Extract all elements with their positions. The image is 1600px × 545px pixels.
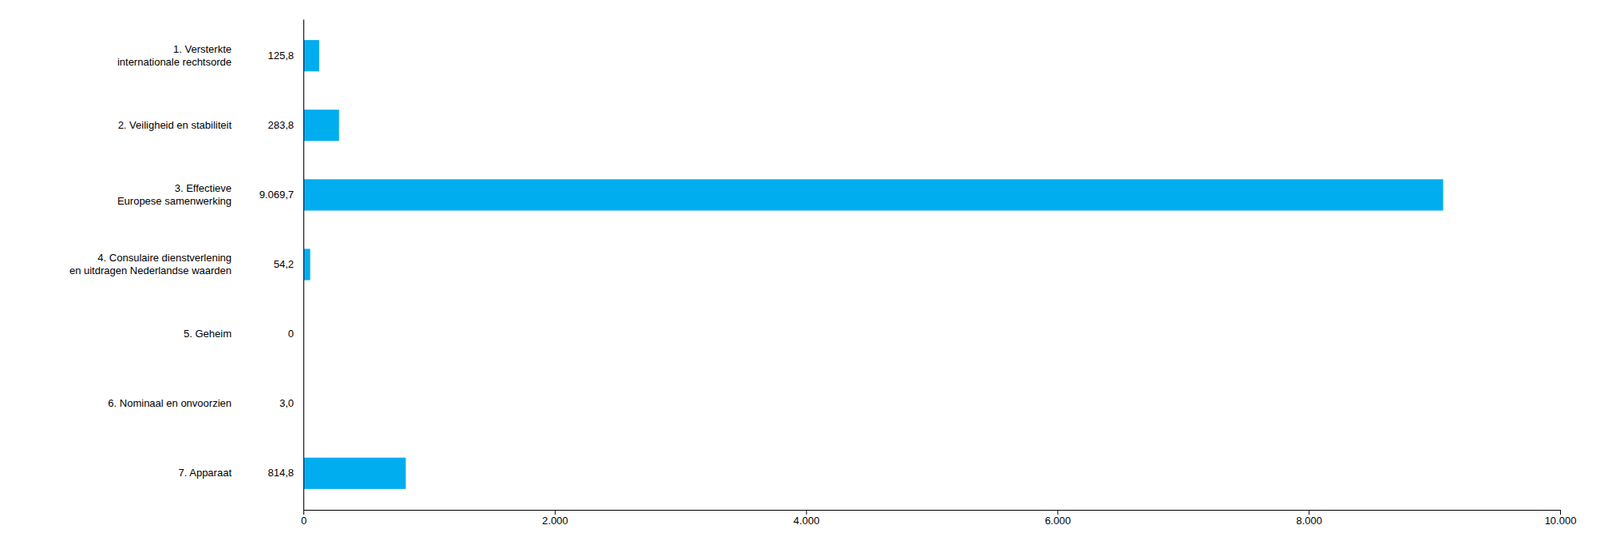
x-axis: 0 2.000 4.000 6.000 8.000 10.000 <box>300 509 1577 527</box>
y-axis: 1. Versterkteinternationale rechtsorde 2.… <box>69 19 305 511</box>
bar <box>303 178 1444 210</box>
x-tick-label: 10.000 <box>1544 514 1577 527</box>
x-tick: 8.000 <box>1295 509 1323 527</box>
y-tick: 2. Veiligheid en stabiliteit <box>118 118 233 131</box>
y-tick: 1. Versterkteinternationale rechtsorde <box>117 43 232 68</box>
x-tick-mark <box>806 509 808 515</box>
x-tick-mark <box>1057 509 1058 515</box>
x-tick: 6.000 <box>1045 509 1072 527</box>
y-tick-label-line: internationale rechtsorde <box>117 55 232 68</box>
data-label: 125,8 <box>267 49 294 62</box>
chart: 0 2.000 4.000 6.000 8.000 10.000 1. Versterkte… <box>0 0 1600 545</box>
data-label: 0 <box>288 327 294 340</box>
bar <box>303 248 311 280</box>
y-tick-label: 1. Versterkteinternationale rechtsorde <box>117 43 232 68</box>
y-tick-label: 5. Geheim <box>183 327 232 340</box>
y-tick-label: 7. Apparaat <box>178 466 233 479</box>
x-tick-mark <box>303 509 305 515</box>
data-label: 54,2 <box>273 257 294 270</box>
data-label: 283,8 <box>267 118 294 131</box>
y-axis-line <box>303 19 305 511</box>
plot: 0 2.000 4.000 6.000 8.000 10.000 1. Versterkte… <box>69 19 1577 527</box>
x-tick-mark <box>1560 509 1561 515</box>
y-tick: 5. Geheim <box>183 327 232 340</box>
y-tick-label-line: 7. Apparaat <box>178 466 233 479</box>
bar <box>303 109 340 141</box>
y-tick-label: 6. Nominaal en onvoorzien <box>107 396 232 409</box>
y-tick: 7. Apparaat <box>178 466 233 479</box>
data-label: 3,0 <box>279 396 294 409</box>
y-tick-label-line: 5. Geheim <box>183 327 232 340</box>
x-tick-label: 4.000 <box>793 514 820 527</box>
x-tick-label: 2.000 <box>542 514 569 527</box>
data-label: 9.069,7 <box>259 188 294 201</box>
y-tick-label-line: 2. Veiligheid en stabiliteit <box>118 118 233 131</box>
x-tick-label: 6.000 <box>1045 514 1072 527</box>
x-axis-line <box>304 510 1561 515</box>
bars <box>303 39 1444 489</box>
y-tick-label: 4. Consulaire dienstverleningen uitdrage… <box>69 251 232 277</box>
x-tick: 2.000 <box>542 509 569 527</box>
y-tick-label-line: 6. Nominaal en onvoorzien <box>107 396 232 409</box>
y-tick: 3. EffectieveEuropese samenwerking <box>117 182 232 207</box>
bar <box>303 457 406 489</box>
y-tick-label-line: Europese samenwerking <box>117 194 232 207</box>
y-tick-label-line: en uitdragen Nederlandse waarden <box>69 264 232 277</box>
bar <box>303 39 320 72</box>
x-tick-mark <box>554 509 556 515</box>
x-tick: 10.000 <box>1544 509 1577 527</box>
x-tick: 4.000 <box>793 509 820 527</box>
y-tick-label-line: 1. Versterkte <box>173 43 232 56</box>
y-tick-label: 3. EffectieveEuropese samenwerking <box>117 182 232 207</box>
y-tick-label: 2. Veiligheid en stabiliteit <box>118 118 233 131</box>
y-tick: 4. Consulaire dienstverleningen uitdrage… <box>69 251 232 277</box>
data-labels: 125,8 283,8 9.069,7 54,2 0 3,0 814,8 <box>259 49 294 480</box>
x-tick-label: 8.000 <box>1295 514 1323 527</box>
x-tick-mark <box>1308 509 1310 515</box>
x-tick: 0 <box>300 509 307 527</box>
y-tick-label-line: 3. Effectieve <box>174 182 232 195</box>
y-tick-label-line: 4. Consulaire dienstverlening <box>97 251 232 264</box>
x-tick-label: 0 <box>300 514 307 527</box>
data-label: 814,8 <box>267 466 294 479</box>
y-tick: 6. Nominaal en onvoorzien <box>107 396 232 409</box>
